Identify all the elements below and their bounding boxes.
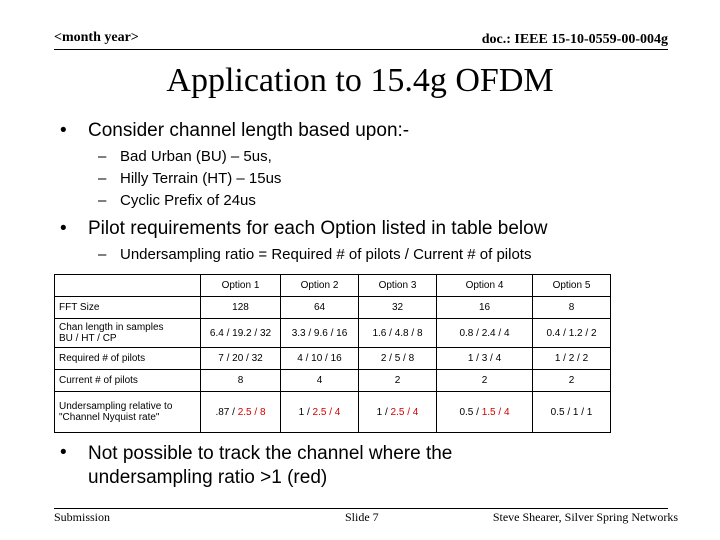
table-cell: 3.3 / 9.6 / 16 — [280, 318, 359, 348]
table-row: Current # of pilots 8 4 2 2 2 — [54, 369, 611, 392]
table-header-cell: Option 2 — [280, 274, 359, 297]
table-header-cell: Option 1 — [200, 274, 281, 297]
table-cell: 8 — [200, 369, 281, 392]
table-cell: 2 / 5 / 8 — [358, 347, 437, 370]
bullet-text: Not possible to track the channel where … — [88, 443, 453, 488]
table-cell: 2 — [358, 369, 437, 392]
ratio-normal: 0.5 / — [459, 406, 482, 418]
row-label: FFT Size — [54, 296, 201, 319]
bullet-dot-icon: • — [60, 218, 67, 239]
header-date: <month year> — [54, 30, 139, 45]
ratio-normal: 1 / — [376, 406, 391, 418]
row-label: Required # of pilots — [54, 347, 201, 370]
footer-divider — [54, 508, 668, 509]
table-cell: 8 — [532, 296, 611, 319]
slide-title: Application to 15.4g OFDM — [166, 62, 554, 99]
table-cell: 16 — [436, 296, 533, 319]
table-cell: 0.8 / 2.4 / 4 — [436, 318, 533, 348]
dash-icon: – — [98, 170, 107, 187]
row-label: Chan length in samples BU / HT / CP — [54, 318, 201, 348]
table-row: FFT Size 128 64 32 16 8 — [54, 296, 611, 319]
ratio-over-one: 2.5 / 4 — [390, 406, 419, 418]
table-header-cell: Option 4 — [436, 274, 533, 297]
table-cell: 2 — [436, 369, 533, 392]
dash-icon: – — [98, 192, 107, 209]
table-row: Required # of pilots 7 / 20 / 32 4 / 10 … — [54, 347, 611, 370]
header-doc-id: doc.: IEEE 15-10-0559-00-004g — [481, 32, 668, 47]
table-cell: 32 — [358, 296, 437, 319]
table-cell: 1 / 3 / 4 — [436, 347, 533, 370]
table-cell: 4 / 10 / 16 — [280, 347, 359, 370]
table-cell: 1 / 2.5 / 4 — [358, 391, 437, 433]
table-header-cell — [54, 274, 201, 297]
table-cell: 0.5 / 1.5 / 4 — [436, 391, 533, 433]
ratio-over-one: 2.5 / 8 — [237, 406, 266, 418]
row-label: Current # of pilots — [54, 369, 201, 392]
footer-submission: Submission — [54, 510, 111, 524]
table-row: Undersampling relative to "Channel Nyqui… — [54, 391, 611, 433]
table-cell: 64 — [280, 296, 359, 319]
table-cell: 1.6 / 4.8 / 8 — [358, 318, 437, 348]
table-cell: 2 — [532, 369, 611, 392]
row-label-line: Chan length in samples — [59, 322, 164, 333]
dash-icon: – — [98, 246, 107, 263]
ratio-over-one: 2.5 / 4 — [312, 406, 341, 418]
table-header-cell: Option 5 — [532, 274, 611, 297]
sub-bullet-text: Bad Urban (BU) – 5us, — [120, 148, 272, 165]
table-cell: 7 / 20 / 32 — [200, 347, 281, 370]
table-cell: 128 — [200, 296, 281, 319]
table-cell: 6.4 / 19.2 / 32 — [200, 318, 281, 348]
footer-slide-number: Slide 7 — [345, 510, 379, 524]
dash-icon: – — [98, 148, 107, 165]
header-divider — [54, 49, 668, 50]
table-cell: 1 / 2 / 2 — [532, 347, 611, 370]
row-label-line: "Channel Nyquist rate" — [59, 412, 160, 423]
ratio-normal: 0.5 / 1 / 1 — [550, 406, 593, 418]
table-cell: 0.5 / 1 / 1 — [532, 391, 611, 433]
bullet-dot-icon: • — [60, 442, 67, 463]
bullet-dot-icon: • — [60, 120, 67, 141]
table-cell: 4 — [280, 369, 359, 392]
ratio-normal: 1 / — [298, 406, 313, 418]
table-cell: .87 / 2.5 / 8 — [200, 391, 281, 433]
pilot-options-table: Option 1 Option 2 Option 3 Option 4 Opti… — [54, 274, 611, 433]
row-label-line: BU / HT / CP — [59, 333, 117, 344]
row-label-line: Undersampling relative to — [59, 401, 173, 412]
table-header-cell: Option 3 — [358, 274, 437, 297]
table-header-row: Option 1 Option 2 Option 3 Option 4 Opti… — [54, 274, 611, 297]
bullet-text: Consider channel length based upon:- — [88, 120, 410, 141]
sub-bullet-text: Hilly Terrain (HT) – 15us — [120, 170, 282, 187]
table-row: Chan length in samples BU / HT / CP 6.4 … — [54, 318, 611, 348]
footer-author: Steve Shearer, Silver Spring Networks — [492, 510, 678, 524]
table-cell: 0.4 / 1.2 / 2 — [532, 318, 611, 348]
ratio-over-one: 1.5 / 4 — [481, 406, 510, 418]
table-cell: 1 / 2.5 / 4 — [280, 391, 359, 433]
bullet-text: Pilot requirements for each Option liste… — [88, 218, 548, 239]
sub-bullet-text: Cyclic Prefix of 24us — [120, 192, 256, 209]
ratio-normal: .87 / — [215, 406, 238, 418]
sub-bullet-text: Undersampling ratio = Required # of pilo… — [120, 246, 532, 263]
row-label: Undersampling relative to "Channel Nyqui… — [54, 391, 201, 433]
